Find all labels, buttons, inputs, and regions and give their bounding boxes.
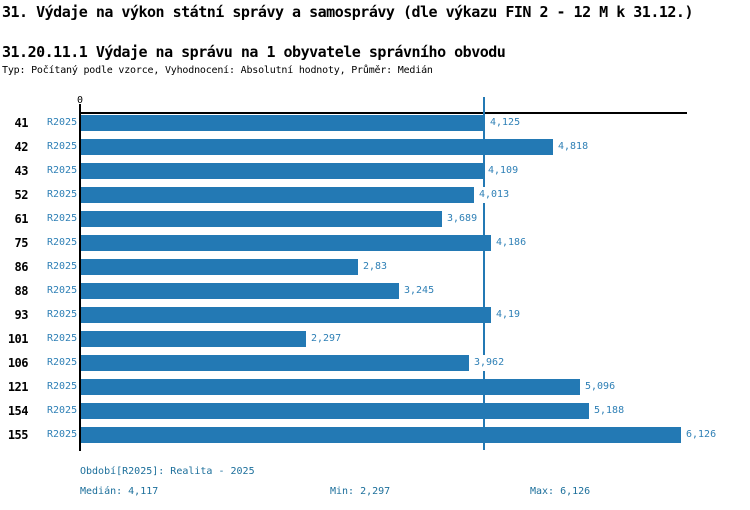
series-period-label: R2025 <box>47 381 78 392</box>
footer-max-label: Max: 6,126 <box>530 486 591 497</box>
y-axis-line <box>79 112 81 451</box>
series-period-label: R2025 <box>47 333 78 344</box>
bar <box>81 115 485 131</box>
value-label: 4,19 <box>495 307 522 323</box>
value-label: 4,818 <box>557 139 590 155</box>
category-label: 86 <box>14 260 29 274</box>
series-period-label: R2025 <box>47 237 78 248</box>
bar <box>81 283 399 299</box>
category-label: 93 <box>14 308 29 322</box>
bar <box>81 211 442 227</box>
category-label: 52 <box>14 188 29 202</box>
value-label: 4,186 <box>495 235 528 251</box>
bar <box>81 379 580 395</box>
value-label: 3,962 <box>473 355 506 371</box>
footer-min-label: Min: 2,297 <box>330 486 391 497</box>
series-period-label: R2025 <box>47 261 78 272</box>
value-label: 6,126 <box>685 427 718 443</box>
series-period-label: R2025 <box>47 405 78 416</box>
category-label: 43 <box>14 164 29 178</box>
chart-meta-line: Typ: Počítaný podle vzorce, Vyhodnocení:… <box>2 65 433 76</box>
bar <box>81 355 469 371</box>
value-label: 5,188 <box>593 403 626 419</box>
value-label: 4,125 <box>489 115 522 131</box>
category-label: 155 <box>7 428 29 442</box>
footer-period-label: Období[R2025]: Realita - 2025 <box>80 466 255 477</box>
value-label: 3,245 <box>403 283 436 299</box>
category-label: 41 <box>14 116 29 130</box>
bar <box>81 139 553 155</box>
value-label: 4,109 <box>487 163 520 179</box>
series-period-label: R2025 <box>47 117 78 128</box>
chart-title: 31. Výdaje na výkon státní správy a samo… <box>2 3 694 21</box>
bar <box>81 187 474 203</box>
series-period-label: R2025 <box>47 309 78 320</box>
series-period-label: R2025 <box>47 213 78 224</box>
series-period-label: R2025 <box>47 429 78 440</box>
category-label: 88 <box>14 284 29 298</box>
bar <box>81 259 358 275</box>
value-label: 5,096 <box>584 379 617 395</box>
series-period-label: R2025 <box>47 165 78 176</box>
series-period-label: R2025 <box>47 141 78 152</box>
series-period-label: R2025 <box>47 285 78 296</box>
value-label: 2,297 <box>310 331 343 347</box>
value-label: 4,013 <box>478 187 511 203</box>
x-axis-zero-tick-label: 0 <box>76 95 84 106</box>
series-period-label: R2025 <box>47 189 78 200</box>
series-period-label: R2025 <box>47 357 78 368</box>
x-axis-zero-tick <box>79 104 81 112</box>
chart-subtitle: 31.20.11.1 Výdaje na správu na 1 obyvate… <box>2 43 506 61</box>
bar <box>81 235 491 251</box>
bar <box>81 307 491 323</box>
bar <box>81 163 483 179</box>
value-label: 2,83 <box>362 259 389 275</box>
bar <box>81 427 681 443</box>
category-label: 121 <box>7 380 29 394</box>
value-label: 3,689 <box>446 211 479 227</box>
category-label: 101 <box>7 332 29 346</box>
category-label: 61 <box>14 212 29 226</box>
bar <box>81 331 306 347</box>
footer-median-label: Medián: 4,117 <box>80 486 159 497</box>
median-reference-line <box>483 97 485 450</box>
bar <box>81 403 589 419</box>
category-label: 75 <box>14 236 29 250</box>
x-axis-line <box>80 112 687 114</box>
category-label: 42 <box>14 140 29 154</box>
category-label: 106 <box>7 356 29 370</box>
category-label: 154 <box>7 404 29 418</box>
